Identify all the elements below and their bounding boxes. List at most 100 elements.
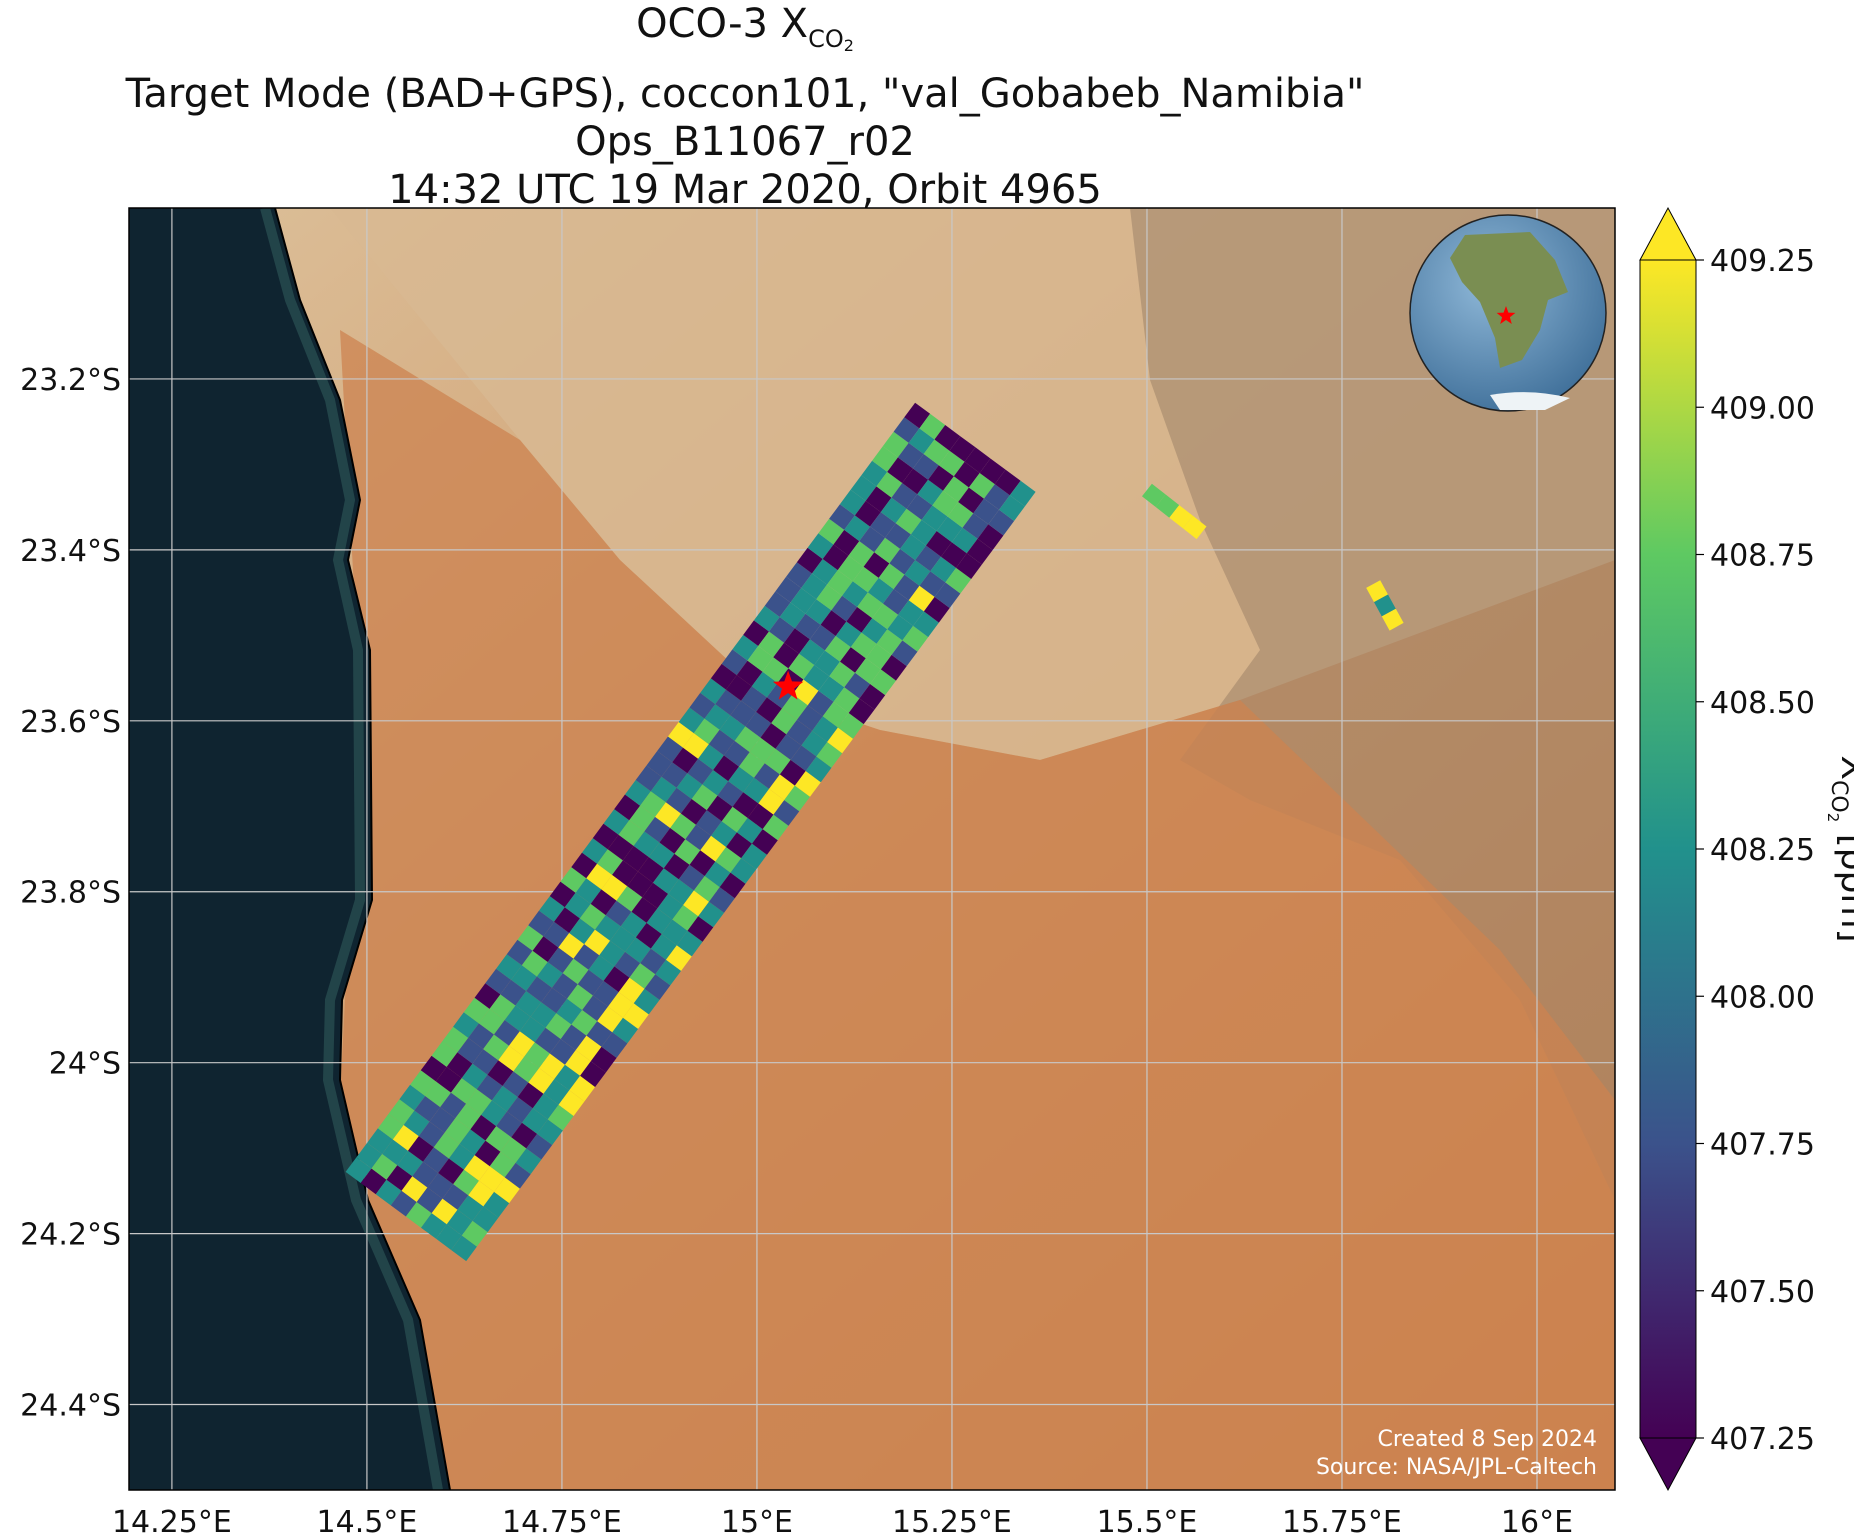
sounding-cell [779,759,806,786]
sounding-cell [485,968,512,995]
sounding-cell [812,559,838,585]
sounding-cell [739,752,765,778]
sounding-cell [726,832,752,859]
sounding-cell [848,541,875,567]
sounding-cell [440,1092,467,1119]
sounding-cell [848,698,875,725]
sounding-cell [547,1104,574,1131]
sounding-cell [371,1154,398,1180]
sounding-cell [451,1235,477,1262]
x-tick-label: 14.75°E [502,1505,622,1539]
colorbar: 409.25 409.00 408.75 408.50 408.25 408.00 407.… [1639,206,1854,1492]
colorbar-tick-label: 407.25 [1710,1422,1815,1457]
sounding-cell [410,1070,436,1096]
sounding-cell [655,959,682,986]
sounding-cell [481,1100,507,1127]
sounding-cell [635,765,662,792]
sounding-cell [784,785,810,812]
sounding-cell [850,632,877,659]
sounding-cell [968,473,995,499]
sounding-cell [743,620,769,646]
sounding-cell [532,936,559,962]
sounding-cell [494,1020,520,1046]
sounding-cell [666,945,692,971]
sounding-cell [736,660,763,687]
sounding-cell [799,639,825,665]
sounding-cell [752,829,778,855]
sounding-cell [549,881,576,908]
sounding-cell [958,487,984,514]
sounding-cell [870,669,896,696]
sounding-cell [487,1060,514,1086]
sounding-cell [534,1027,561,1054]
sounding-cell [754,763,780,789]
colorbar-label: XCO2 [ppm] [1824,755,1854,942]
sounding-cell [468,1023,494,1050]
sounding-cell [612,1017,639,1044]
sounding-cell [893,574,920,601]
sounding-cell [840,647,866,673]
sounding-cell [741,686,767,712]
sounding-cell [530,1002,557,1028]
y-tick-label: 24°S [49,1047,121,1082]
sounding-cell [655,802,681,828]
sounding-cell [476,1074,503,1101]
sounding-cell [638,857,664,883]
sounding-cell [833,529,860,556]
sounding-cell [837,555,864,582]
sounding-cell [590,1046,617,1073]
sounding-cell [672,747,699,774]
sounding-cell [459,1129,486,1156]
sounding-cell [693,876,720,902]
sounding-cell [706,795,733,822]
sounding-cell [579,903,606,930]
sounding-cell [786,719,813,746]
sounding-cell [420,1055,447,1082]
sounding-cell [814,650,840,677]
dune-sea-area [340,330,1615,1490]
sounding-cell [861,618,888,644]
sounding-cell [536,962,563,988]
sounding-cell [880,497,907,524]
sounding-cell [949,436,976,462]
sounding-cell [857,592,883,619]
sounding-cell [726,675,752,701]
x-tick-label: 16°E [1501,1505,1573,1539]
sounding-cell [528,910,555,937]
sounding-cell [723,740,750,767]
ocean-area [129,208,450,1490]
sounding-cell [403,1110,430,1137]
colorbar-tick-label: 407.75 [1710,1128,1815,1163]
sounding-cell [567,984,593,1010]
sounding-cell [435,1066,462,1093]
sounding-cell [779,602,806,629]
sounding-cell [575,878,602,904]
sounding-cell [719,715,746,741]
sounding-cell [676,930,703,957]
sounding-cell [377,1113,404,1140]
sounding-cell [629,963,656,989]
sounding-cell [618,977,645,1004]
sounding-cell [923,439,950,466]
sounding-cell [474,983,501,1009]
sounding-cell [715,689,742,716]
sounding-cell [803,665,830,691]
sounding-cell [859,684,886,710]
sounding-cell [629,805,656,832]
sounding-cell [1169,505,1193,529]
sounding-cell [945,567,972,594]
y-tick-labels: 23.2°S 23.4°S 23.6°S 23.8°S 24°S 24.2°S 24.4°S [20,363,121,1424]
sounding-cell [640,948,666,975]
sounding-cell [653,868,679,894]
sounding-cell [827,570,853,596]
sounding-cell [588,955,615,981]
sounding-cell [642,882,669,909]
sounding-cell [1155,494,1180,518]
sounding-cell [835,621,862,648]
sounding-cell [635,922,662,949]
sounding-cell [822,701,849,728]
sounding-cell [479,1166,505,1192]
sounding-cell [522,1108,548,1134]
sounding-cell [661,919,688,946]
sounding-cell [421,1213,447,1239]
